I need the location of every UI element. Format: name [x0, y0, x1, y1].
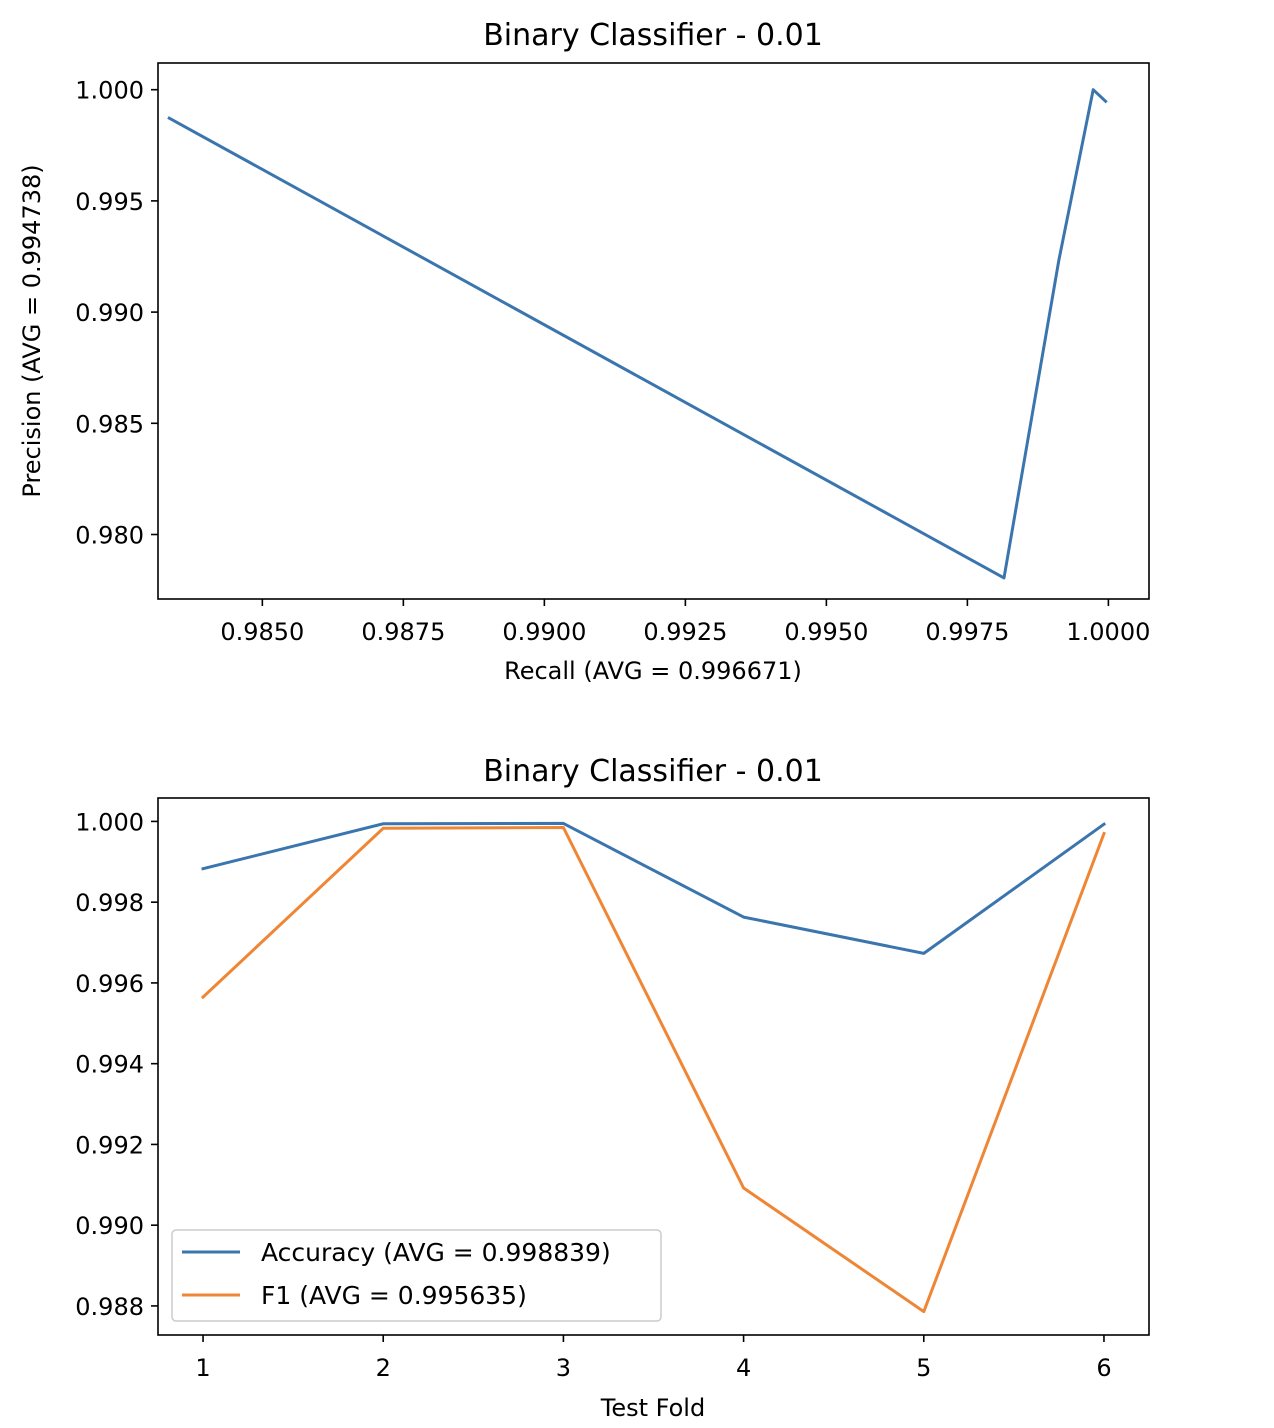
x-tick-label: 1 — [195, 1354, 210, 1382]
axis-ticks: 1 2 3 4 5 6 1.000 0.998 0.996 0.994 0.992 0.990 0.98… — [75, 808, 1111, 1382]
y-tick-label: 0.998 — [75, 889, 144, 917]
x-axis-label: Recall (AVG = 0.996671) — [504, 657, 802, 685]
axes-frame — [157, 62, 1150, 600]
y-tick-label: 0.985 — [75, 410, 144, 438]
axis-ticks: 0.9850 0.9875 0.9900 0.9925 0.9950 0.9975 1.00… — [75, 77, 1150, 646]
x-tick-label: 0.9975 — [925, 618, 1009, 646]
x-tick-label: 6 — [1096, 1354, 1111, 1382]
legend-entry-accuracy: Accuracy (AVG = 0.998839) — [261, 1238, 611, 1267]
plot-lines — [167, 88, 1108, 580]
y-tick-label: 1.000 — [75, 77, 144, 105]
x-axis-label: Test Fold — [600, 1394, 705, 1422]
x-tick-label: 0.9900 — [502, 618, 586, 646]
y-tick-label: 0.980 — [75, 522, 144, 550]
x-tick-label: 0.9875 — [361, 618, 445, 646]
y-tick-label: 1.000 — [75, 808, 144, 836]
legend-entry-f1: F1 (AVG = 0.995635) — [261, 1281, 527, 1310]
x-tick-label: 1.0000 — [1066, 618, 1150, 646]
y-tick-label: 0.996 — [75, 970, 144, 998]
axes-frame — [157, 797, 1150, 1336]
y-axis-label: Precision (AVG = 0.994738) — [18, 164, 46, 497]
legend-box — [171, 1229, 662, 1322]
legend: Accuracy (AVG = 0.998839) F1 (AVG = 0.99… — [171, 1229, 662, 1322]
y-tick-label: 0.992 — [75, 1131, 144, 1159]
x-tick-label: 0.9950 — [784, 618, 868, 646]
series-line-precision-recall — [167, 88, 1108, 580]
series-line-f1 — [200, 826, 1106, 1314]
precision-recall-chart: Binary Classifier - 0.01 0.9850 0.9875 0.9… — [18, 18, 1150, 685]
metrics-by-fold-chart: Binary Classifier - 0.01 1 2 3 4 5 6 1.000 0.99… — [75, 754, 1150, 1422]
x-tick-label: 5 — [916, 1354, 931, 1382]
y-tick-label: 0.988 — [75, 1293, 144, 1321]
y-tick-label: 0.995 — [75, 188, 144, 216]
plot-lines — [200, 821, 1107, 1314]
x-tick-label: 4 — [736, 1354, 751, 1382]
x-tick-label: 3 — [556, 1354, 571, 1382]
chart-title: Binary Classifier - 0.01 — [483, 18, 823, 53]
y-tick-label: 0.994 — [75, 1051, 144, 1079]
series-line-accuracy — [201, 821, 1107, 955]
x-tick-label: 2 — [376, 1354, 391, 1382]
y-tick-label: 0.990 — [75, 299, 144, 327]
y-tick-label: 0.990 — [75, 1212, 144, 1240]
chart-title: Binary Classifier - 0.01 — [483, 754, 823, 789]
x-tick-label: 0.9850 — [220, 618, 304, 646]
x-tick-label: 0.9925 — [643, 618, 727, 646]
